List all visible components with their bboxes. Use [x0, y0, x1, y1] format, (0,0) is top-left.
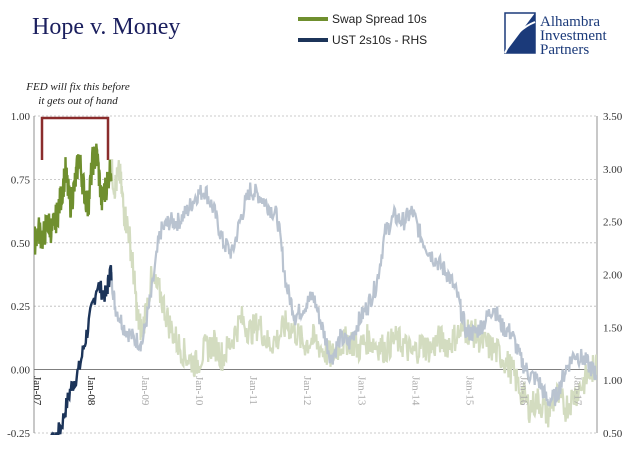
- x-tick-label: Jan-12: [301, 376, 313, 405]
- series-line-faded: [108, 159, 597, 428]
- y-right-tick-label: 3.50: [603, 111, 623, 123]
- legend-label-swap: Swap Spread 10s: [332, 12, 427, 26]
- series-swap-spread: [34, 143, 597, 428]
- chart-title: Hope v. Money: [32, 14, 180, 40]
- logo-line-3: Partners: [540, 42, 589, 58]
- x-tick-label: Jan-13: [355, 376, 367, 406]
- annotation-line-1: FED will fix this before: [25, 81, 130, 93]
- legend: Swap Spread 10s UST 2s10s - RHS: [298, 12, 427, 47]
- logo-swoosh-icon: [504, 21, 536, 54]
- y-right-axis: 0.50 1.00 1.50 2.00 2.50 3.00 3.50: [596, 111, 623, 440]
- x-tick-label: Jan-16: [517, 376, 529, 406]
- x-tick-label: Jan-15: [463, 376, 475, 406]
- x-tick-label: Jan-11: [247, 376, 259, 405]
- y-left-tick-label: -0.25: [7, 428, 30, 440]
- y-left-axis: -0.25 0.00 0.25 0.50 0.75 1.00: [7, 111, 35, 440]
- y-left-tick-label: 0.50: [11, 238, 31, 250]
- annotation: FED will fix this before it gets out of …: [25, 81, 130, 160]
- series-ust-2s10s: [50, 182, 597, 435]
- y-right-tick-label: 1.00: [603, 375, 623, 387]
- series-line-highlight: [34, 143, 113, 255]
- y-right-tick-label: 2.00: [603, 270, 623, 282]
- logo-line-2: Investment: [540, 28, 607, 44]
- logo: Alhambra Investment Partners: [504, 12, 607, 58]
- annotation-line-2: it gets out of hand: [38, 95, 118, 107]
- logo-mark-icon: [505, 13, 535, 53]
- y-left-tick-label: 1.00: [11, 111, 31, 123]
- y-left-tick-label: 0.75: [11, 174, 31, 186]
- legend-label-ust: UST 2s10s - RHS: [332, 33, 427, 47]
- x-tick-label: Jan-07: [31, 376, 43, 406]
- y-right-tick-label: 3.00: [603, 164, 623, 176]
- x-tick-label: Jan-08: [85, 376, 97, 406]
- logo-line-1: Alhambra: [540, 14, 600, 30]
- x-tick-label: Jan-10: [193, 376, 205, 406]
- y-right-tick-label: 2.50: [603, 217, 623, 229]
- x-tick-label: Jan-17: [571, 376, 583, 406]
- y-right-tick-label: 0.50: [603, 428, 623, 440]
- y-left-tick-label: 0.25: [11, 301, 31, 313]
- series-line-faded: [108, 182, 597, 407]
- x-tick-label: Jan-14: [409, 376, 421, 406]
- y-right-tick-label: 1.50: [603, 322, 623, 334]
- series-line-highlight: [50, 264, 113, 435]
- x-tick-label: Jan-09: [139, 376, 151, 406]
- annotation-bracket: [40, 116, 110, 160]
- y-left-tick-label: 0.00: [11, 365, 31, 377]
- x-axis: Jan-07 Jan-08 Jan-09 Jan-10 Jan-11 Jan-12 Jan-…: [31, 376, 583, 406]
